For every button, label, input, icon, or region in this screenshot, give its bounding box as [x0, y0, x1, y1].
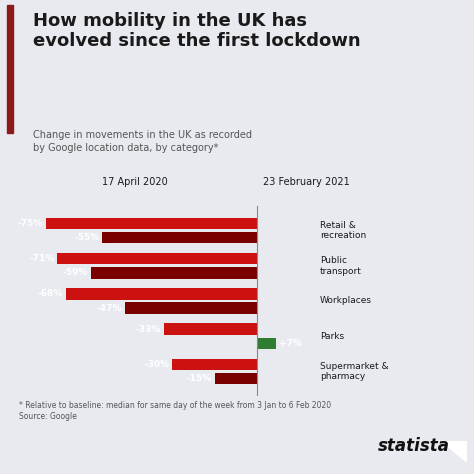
Text: Workplaces: Workplaces — [320, 297, 372, 305]
Bar — [66, 288, 256, 300]
Text: -47%: -47% — [96, 303, 122, 312]
Text: * Relative to baseline: median for same day of the week from 3 Jan to 6 Feb 2020: * Relative to baseline: median for same … — [19, 401, 331, 421]
Text: -55%: -55% — [74, 233, 100, 242]
Bar — [173, 358, 256, 370]
Text: -59%: -59% — [63, 268, 88, 277]
Text: -15%: -15% — [186, 374, 212, 383]
Text: -30%: -30% — [145, 360, 170, 369]
Bar — [46, 218, 256, 229]
Text: Retail &
recreation: Retail & recreation — [320, 221, 366, 240]
Bar — [125, 302, 256, 314]
Text: Supermarket &
pharmacy: Supermarket & pharmacy — [320, 362, 389, 381]
Bar — [91, 267, 256, 279]
Bar — [57, 253, 256, 264]
Text: Public
transport: Public transport — [320, 256, 362, 275]
Bar — [102, 232, 256, 244]
Text: Change in movements in the UK as recorded
by Google location data, by category*: Change in movements in the UK as recorde… — [33, 130, 252, 153]
Text: Parks: Parks — [320, 332, 344, 341]
Bar — [164, 323, 256, 335]
Text: 17 April 2020: 17 April 2020 — [102, 177, 168, 188]
Text: -71%: -71% — [29, 255, 55, 264]
Polygon shape — [441, 441, 467, 462]
Text: How mobility in the UK has
evolved since the first lockdown: How mobility in the UK has evolved since… — [33, 12, 361, 50]
Text: -68%: -68% — [37, 290, 63, 299]
Text: 23 February 2021: 23 February 2021 — [263, 177, 350, 188]
Text: -33%: -33% — [136, 325, 161, 334]
Bar — [256, 337, 276, 349]
Text: statista: statista — [378, 437, 450, 455]
Bar — [215, 373, 256, 384]
Text: -75%: -75% — [18, 219, 43, 228]
Text: +7%: +7% — [279, 338, 302, 347]
